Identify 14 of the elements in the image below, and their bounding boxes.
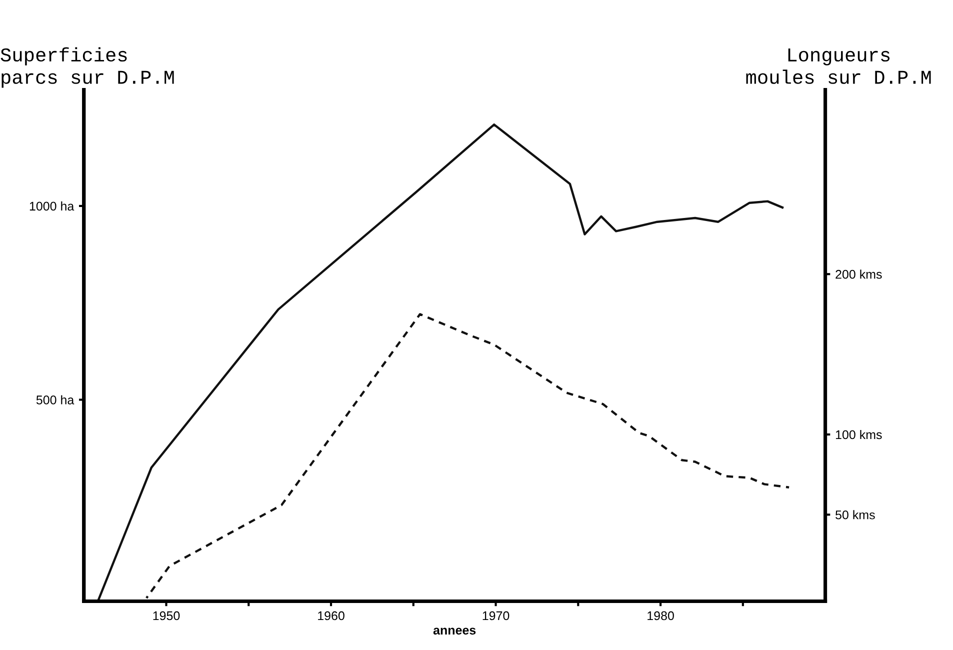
- x-axis-title: annees: [433, 628, 476, 635]
- y-tick-label: 1000 ha: [30, 201, 74, 211]
- x-tick-label: 1980: [648, 611, 674, 620]
- y2-axis-title: Longueurs moules sur D.P.M: [746, 48, 931, 84]
- x-tick-label: 1960: [318, 611, 344, 620]
- y2-tick-label: 100 kms: [836, 430, 882, 440]
- x-tick-label: 1950: [153, 611, 180, 620]
- y-axis-title: Superficies parcs sur D.P.M: [0, 47, 174, 88]
- y2-tick-label: 50 kms: [836, 510, 875, 520]
- y-tick-label: 500 ha: [36, 395, 74, 404]
- line-series: [145, 313, 790, 600]
- x-tick-label: 1970: [482, 611, 510, 620]
- line-series: [98, 123, 784, 600]
- y2-tick-label: 200 kms: [836, 270, 882, 279]
